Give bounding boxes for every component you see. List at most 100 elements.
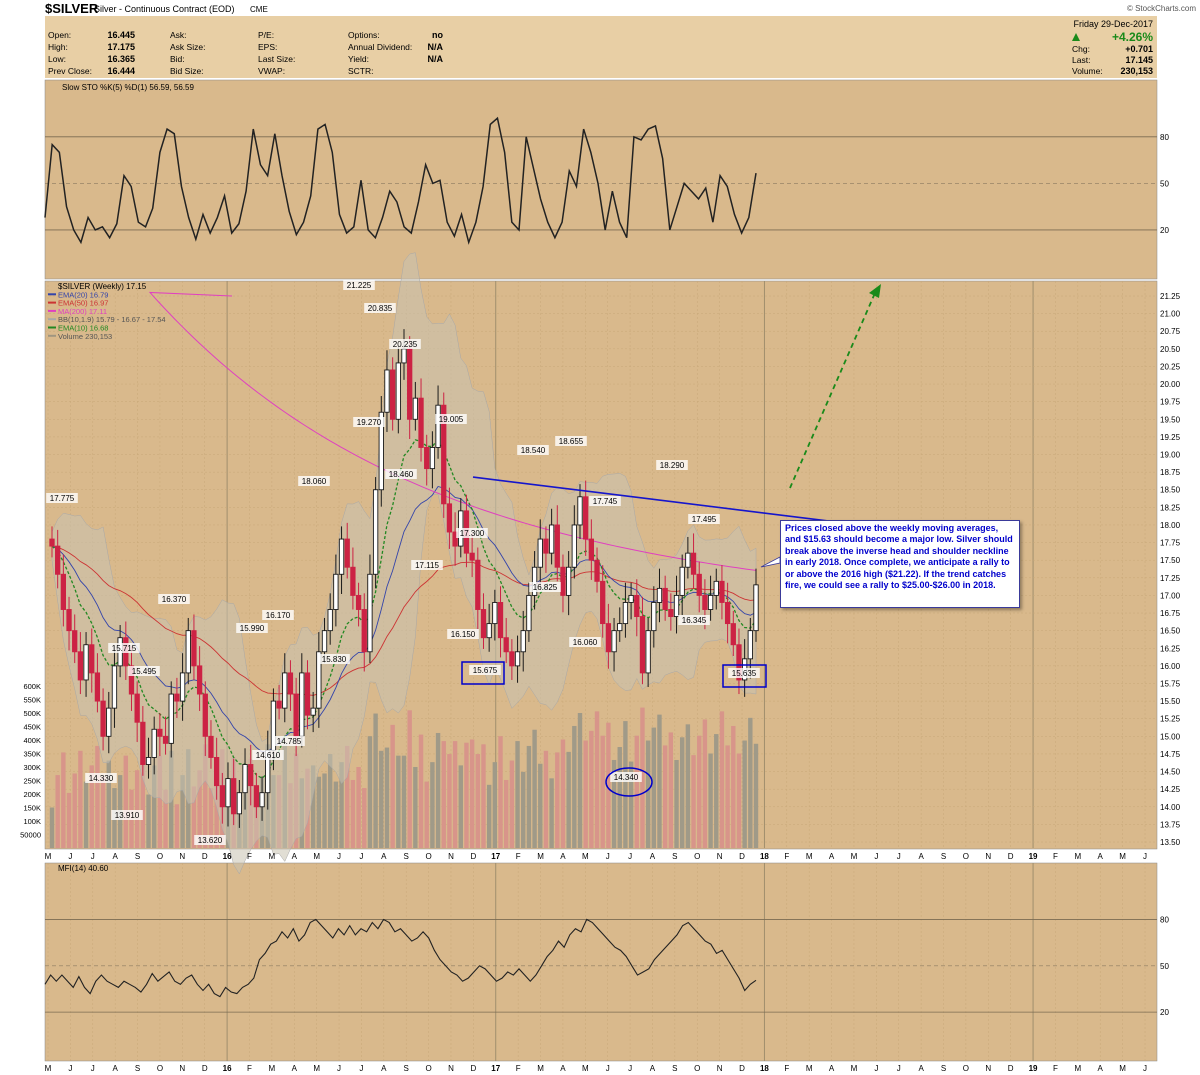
candle-body (628, 594, 634, 603)
volume-bar (72, 773, 77, 848)
mfi-tick-label: 50 (1160, 962, 1169, 971)
annotation-bg (728, 668, 760, 678)
price-tick-label: 21.25 (1160, 292, 1181, 301)
price-annotation: 17.775 (50, 494, 75, 503)
candle-body (94, 672, 101, 702)
mfi-panel (44, 862, 1158, 1062)
x-tick-label: D (202, 852, 208, 861)
price-tick-label: 15.75 (1160, 679, 1181, 688)
candle-body (248, 764, 254, 787)
price-tick-label: 13.50 (1160, 838, 1181, 847)
stat-label: Prev Close: (48, 66, 92, 76)
candle-body (662, 587, 668, 610)
volume-bar (458, 765, 463, 848)
candle-body (395, 362, 401, 420)
x-tick-label: J (359, 1064, 363, 1073)
x-tick-label: M (582, 852, 589, 861)
price-tick-label: 17.00 (1160, 591, 1181, 600)
candle-body (219, 785, 225, 808)
volume-bar (719, 711, 725, 848)
candle-body (526, 594, 532, 632)
volume-bar (589, 730, 594, 848)
candle-body (497, 602, 504, 639)
x-tick-label: M (1119, 1064, 1126, 1073)
candle-body (520, 630, 526, 653)
candle-body (634, 594, 640, 618)
volume-tick-label: 500K (23, 709, 41, 718)
legend-entry: EMA(10) 16.68 (58, 324, 108, 333)
analysis-note: Prices closed above the weekly moving av… (780, 520, 1020, 608)
volume-bar (498, 736, 503, 848)
x-tick-label: F (516, 852, 521, 861)
x-tick-label: N (179, 852, 185, 861)
x-tick-label: 17 (491, 852, 500, 861)
volume-bar (191, 786, 197, 848)
volume-tick-label: 300K (23, 763, 41, 772)
candle-body (503, 637, 509, 653)
price-tick-label: 20.25 (1160, 362, 1181, 371)
stat-label: High: (48, 42, 68, 52)
volume-bar (157, 755, 163, 848)
candle-body (77, 651, 84, 681)
x-tick-label: 18 (760, 1064, 769, 1073)
candle-body (333, 573, 339, 610)
annotation-bg (353, 417, 385, 427)
price-tick-label: 19.25 (1160, 433, 1181, 442)
volume-bar (736, 753, 742, 848)
volume-bar (577, 713, 583, 848)
x-tick-label: A (1098, 1064, 1104, 1073)
volume-bar (140, 744, 146, 848)
volume-bar (362, 788, 367, 848)
volume-bar (373, 713, 378, 848)
volume-bar (509, 760, 515, 848)
candle-body (299, 672, 305, 737)
candle-body (407, 348, 413, 420)
volume-bar (78, 750, 83, 848)
candle-body (367, 573, 373, 653)
candle-body (480, 609, 487, 639)
candle-body (253, 785, 260, 808)
x-tick-label: 17 (491, 1064, 500, 1073)
candle-body (469, 552, 475, 561)
stat-label: P/E: (258, 30, 274, 40)
price-tick-label: 19.75 (1160, 398, 1181, 407)
volume-tick-label: 100K (23, 817, 41, 826)
volume-tick-label: 250K (23, 777, 41, 786)
candle-body (441, 404, 447, 505)
candle-body (202, 693, 208, 737)
candle-body (617, 623, 623, 632)
x-tick-label: S (135, 852, 140, 861)
x-tick-label: M (1119, 852, 1126, 861)
candle-body (191, 630, 197, 667)
candle-body (577, 496, 583, 526)
x-tick-label: M (313, 852, 320, 861)
volume-bar (197, 770, 202, 848)
stat-value: 17.145 (1125, 55, 1153, 65)
x-tick-label: D (470, 852, 476, 861)
annotation-bg (318, 654, 350, 664)
x-tick-label: D (739, 1064, 745, 1073)
price-annotation: 16.060 (573, 638, 598, 647)
annotation-bg (688, 514, 720, 524)
candle-body (83, 644, 89, 681)
volume-bar (674, 759, 679, 848)
annotation-bg (158, 594, 190, 604)
volume-bar (521, 771, 526, 848)
candle-body (231, 778, 237, 815)
price-tick-label: 18.00 (1160, 521, 1181, 530)
x-tick-label: O (694, 852, 700, 861)
x-tick-label: J (1143, 1064, 1147, 1073)
x-tick-label: O (157, 1064, 163, 1073)
price-tick-label: 19.00 (1160, 451, 1181, 460)
x-tick-label: J (91, 1064, 95, 1073)
x-tick-label: S (135, 1064, 140, 1073)
candle-body (543, 538, 549, 554)
candle-body (128, 665, 135, 695)
price-annotation: 15.715 (112, 644, 137, 653)
x-tick-label: 19 (1029, 852, 1038, 861)
volume-tick-label: 350K (23, 750, 41, 759)
price-tick-label: 16.75 (1160, 609, 1181, 618)
x-tick-label: S (404, 852, 409, 861)
x-tick-label: 16 (223, 852, 232, 861)
